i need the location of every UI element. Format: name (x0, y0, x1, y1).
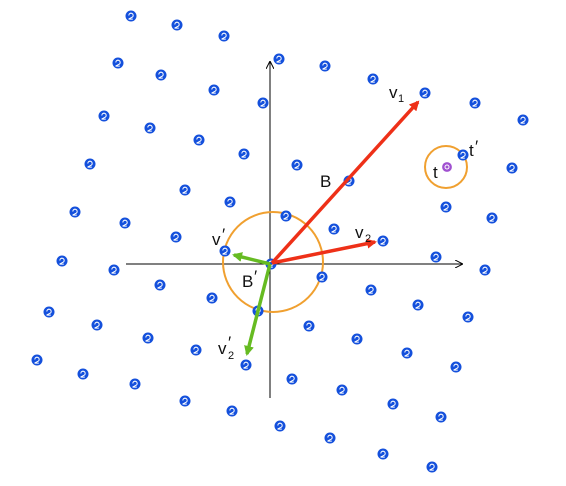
lattice-point-icon (56, 255, 68, 267)
lattice-point-icon (506, 162, 518, 174)
lattice-point-icon (84, 158, 96, 170)
lattice-point-icon (238, 148, 250, 160)
lattice-point-icon (426, 461, 438, 473)
lattice-point-icon (365, 284, 377, 296)
lattice-point-icon (257, 97, 269, 109)
lattice-point-icon (125, 10, 137, 22)
label-v2-prime: v (218, 339, 227, 358)
lattice-point-icon (108, 264, 120, 276)
lattice-point-icon (351, 333, 363, 345)
lattice-point-icon (387, 398, 399, 410)
lattice-point-icon (219, 245, 231, 257)
lattice-point-icon (377, 448, 389, 460)
lattice-point-icon (435, 411, 447, 423)
lattice-point-icon (412, 299, 424, 311)
label-t-prime-mark: ′ (475, 137, 478, 156)
lattice-point-icon (218, 30, 230, 42)
vector-v2-prime (244, 263, 272, 356)
lattice-point-icon (142, 332, 154, 344)
lattice-point-icon (303, 320, 315, 332)
lattice-point-icon (280, 210, 292, 222)
lattice-point-icon (179, 184, 191, 196)
lattice-point-icon (273, 53, 285, 65)
label-v2: v (355, 223, 364, 242)
lattice-point-icon (119, 217, 131, 229)
lattice-point-icon (486, 212, 498, 224)
lattice-point-icon (401, 347, 413, 359)
lattice-point-icon (190, 344, 202, 356)
origin-circle (222, 211, 324, 313)
vector-v1 (270, 100, 420, 265)
target-point-icon (440, 160, 454, 174)
lattice-point-icon (517, 114, 529, 126)
lattice-point-icon (336, 384, 348, 396)
lattice-point-icon (155, 69, 167, 81)
lattice-point-icon (324, 432, 336, 444)
label-t-prime: t (469, 141, 474, 160)
lattice-point-icon (286, 373, 298, 385)
label-t: t (433, 163, 438, 182)
target-circle (424, 145, 468, 189)
lattice-point-icon (91, 319, 103, 331)
lattice-point-icon (31, 354, 43, 366)
lattice-point-icon (457, 149, 469, 161)
lattice-point-icon (450, 361, 462, 373)
lattice-point-icon (171, 19, 183, 31)
lattice-point-icon (291, 159, 303, 171)
label-v2-sub: 2 (365, 233, 371, 245)
lattice-point-icon (367, 73, 379, 85)
lattice-point-icon (98, 110, 110, 122)
lattice-point-icon (226, 405, 238, 417)
lattice-point-icon (129, 378, 141, 390)
lattice-point-icon (193, 134, 205, 146)
lattice-point-icon (240, 359, 252, 371)
label-v1: v (389, 83, 398, 102)
lattice-point-icon (69, 206, 81, 218)
lattice-point-icon (154, 279, 166, 291)
lattice-point-icon (77, 368, 89, 380)
lattice-point-icon (43, 306, 55, 318)
label-v1-sub: 1 (398, 93, 404, 105)
lattice-point-icon (328, 223, 340, 235)
label-v2-prime-mark: ′ (228, 333, 231, 352)
lattice-point-icon (377, 235, 389, 247)
vector-v1-prime (232, 252, 271, 266)
label-B-prime: B (242, 272, 253, 291)
lattice-point-icon (319, 60, 331, 72)
lattice-point-icon (430, 251, 442, 263)
lattice-point-icon (462, 311, 474, 323)
lattice-point-icon (419, 87, 431, 99)
lattice-point-icon (274, 420, 286, 432)
lattice-point-icon (144, 122, 156, 134)
lattice-point-icon (112, 57, 124, 69)
lattice-point-icon (224, 196, 236, 208)
label-v1-prime-mark: ′ (222, 225, 225, 244)
label-v1-prime: v (212, 230, 221, 249)
vector-v2 (271, 238, 377, 265)
label-B: B (320, 172, 331, 191)
lattice-point-icon (316, 271, 328, 283)
lattice-point-icon (479, 264, 491, 276)
lattice-point-icon (208, 84, 220, 96)
lattice-point-icon (170, 231, 182, 243)
label-v2-prime-sub: 2 (228, 350, 234, 362)
label-B-prime-mark: ′ (254, 267, 257, 286)
lattice-point-icon (440, 201, 452, 213)
lattice-points (31, 10, 529, 473)
lattice-point-icon (469, 97, 481, 109)
lattice-point-icon (179, 395, 191, 407)
lattice-point-icon (206, 292, 218, 304)
